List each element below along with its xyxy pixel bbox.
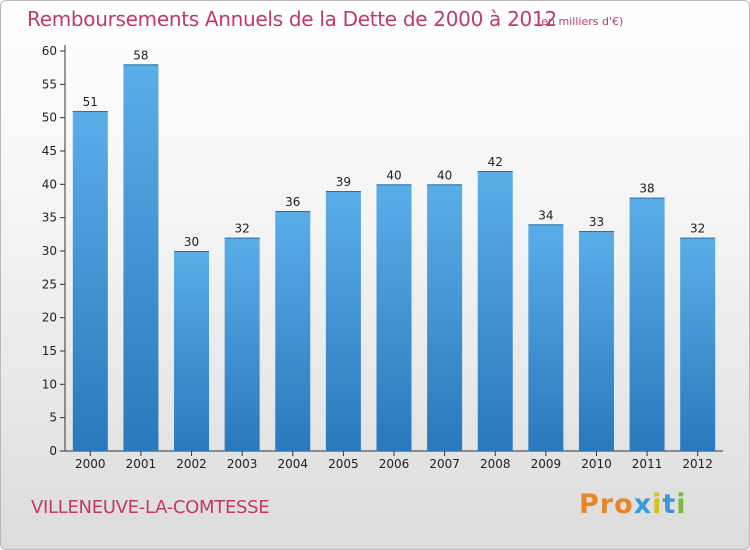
x-tick-label: 2010 <box>581 457 612 471</box>
x-tick-label: 2002 <box>176 457 207 471</box>
y-tick-label: 45 <box>42 144 57 158</box>
x-tick-label: 2007 <box>429 457 460 471</box>
bar <box>477 171 513 451</box>
x-tick-label: 2005 <box>328 457 359 471</box>
brand-letter: o <box>614 489 634 520</box>
bar <box>680 237 716 451</box>
bar <box>275 211 311 451</box>
x-tick-label: 2012 <box>682 457 713 471</box>
bar <box>427 184 463 452</box>
bar <box>72 111 108 451</box>
bar <box>528 224 564 451</box>
y-tick-label: 20 <box>42 311 57 325</box>
chart-unit: (en milliers d'€) <box>537 15 624 28</box>
y-tick-label: 0 <box>49 444 57 458</box>
data-label: 36 <box>285 195 300 209</box>
brand-letter: P <box>579 489 600 520</box>
y-tick-label: 50 <box>42 111 57 125</box>
x-tick-label: 2000 <box>75 457 106 471</box>
data-labels: 51 58 30 32 36 39 40 40 42 34 33 38 32 <box>83 48 706 249</box>
x-tick-label: 2004 <box>277 457 308 471</box>
bars <box>72 64 716 452</box>
data-label: 34 <box>538 208 553 222</box>
y-tick-label: 40 <box>42 177 57 191</box>
brand-letter: i <box>652 489 663 520</box>
x-tick-label: 2001 <box>126 457 157 471</box>
bar <box>123 64 159 452</box>
data-label: 30 <box>184 235 199 249</box>
y-tick-label: 35 <box>42 211 57 225</box>
brand-letter: r <box>599 489 615 520</box>
y-tick-label: 30 <box>42 244 57 258</box>
x-tick-label: 2008 <box>480 457 511 471</box>
y-tick-label: 55 <box>42 77 57 91</box>
data-label: 51 <box>83 95 98 109</box>
brand-letter: i <box>676 489 687 520</box>
data-label: 39 <box>336 175 351 189</box>
data-label: 32 <box>690 222 705 236</box>
data-label: 40 <box>386 168 401 182</box>
bar <box>224 237 260 451</box>
bar <box>376 184 412 452</box>
commune-name: VILLENEUVE-LA-COMTESSE <box>31 497 270 518</box>
brand-letter: x <box>633 489 653 520</box>
data-label: 33 <box>589 215 604 229</box>
data-label: 32 <box>235 222 250 236</box>
axes: 0 5 10 15 20 25 30 35 40 45 50 55 60 2000 2001 2002 2003… <box>42 44 723 471</box>
x-tick-label: 2003 <box>227 457 258 471</box>
data-label: 38 <box>639 182 654 196</box>
brand-letter: t <box>662 489 677 520</box>
y-tick-label: 15 <box>42 344 57 358</box>
y-tick-label: 60 <box>42 44 57 58</box>
x-tick-label: 2009 <box>531 457 562 471</box>
bar <box>629 197 665 451</box>
y-tick-label: 25 <box>42 277 57 291</box>
x-tick-label: 2011 <box>632 457 663 471</box>
bar <box>325 191 361 451</box>
data-label: 40 <box>437 168 452 182</box>
y-tick-label: 5 <box>49 411 57 425</box>
data-label: 58 <box>133 48 148 62</box>
proxiti-logo[interactable]: Proxiti <box>579 489 687 520</box>
x-tick-label: 2006 <box>379 457 410 471</box>
y-tick-label: 10 <box>42 377 57 391</box>
bar <box>174 251 210 451</box>
data-label: 42 <box>488 155 503 169</box>
chart-title: Remboursements Annuels de la Dette de 20… <box>27 7 557 31</box>
bar <box>578 231 614 451</box>
